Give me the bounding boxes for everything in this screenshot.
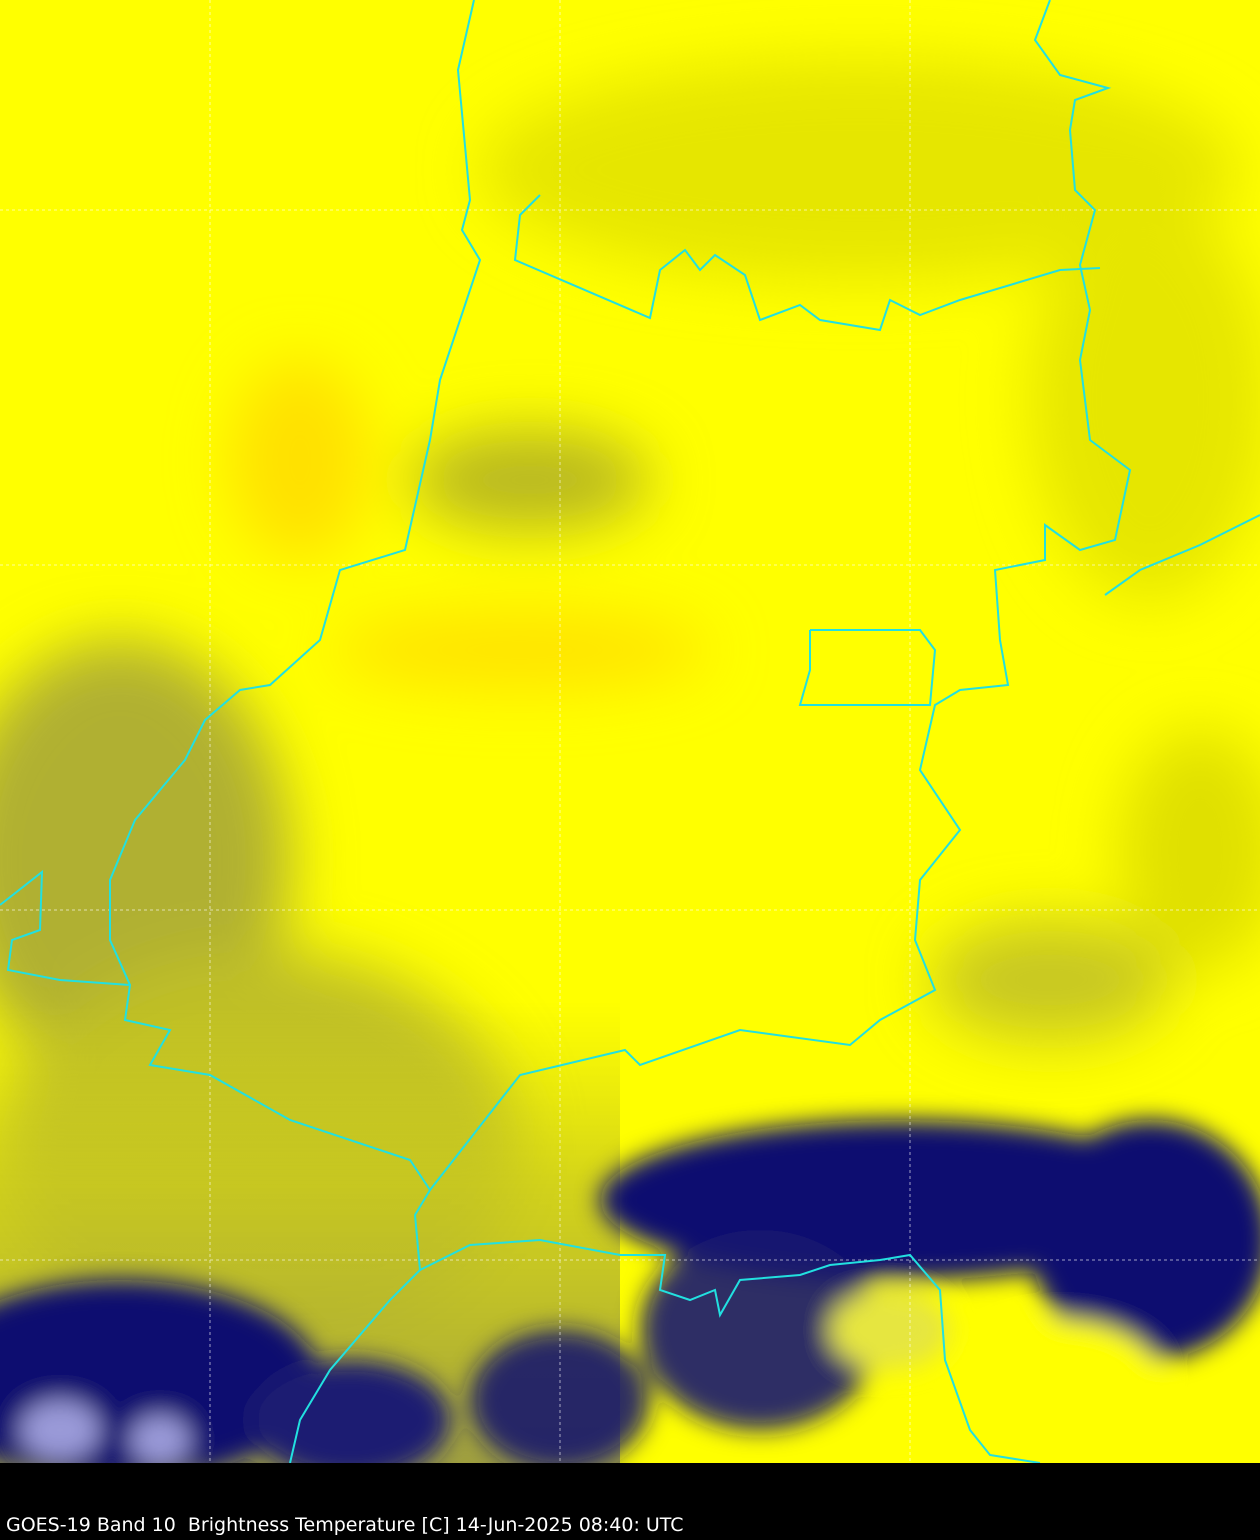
- brightness-temperature-map: [0, 0, 1260, 1463]
- cold-cloud-tops: [0, 1120, 1260, 1463]
- political-borders: [0, 0, 1260, 1463]
- graticule: [0, 0, 1260, 1463]
- image-caption: GOES-19 Band 10 Brightness Temperature […: [6, 1514, 684, 1536]
